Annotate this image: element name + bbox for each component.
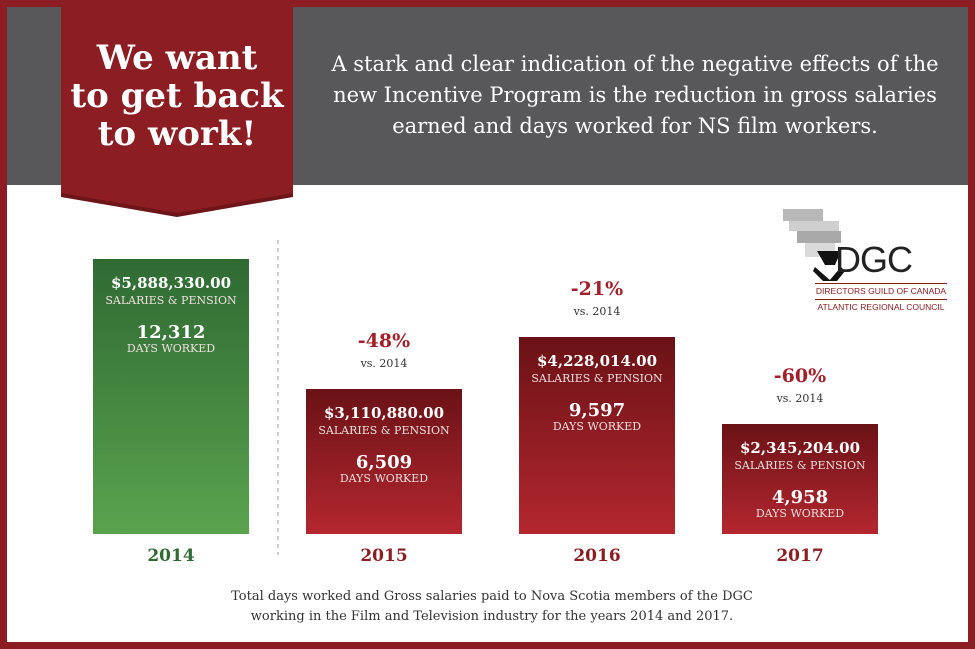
- change-ref-2016: vs. 2014: [573, 305, 621, 318]
- change-label-2017: -60%: [774, 365, 826, 387]
- change-label-2015: -48%: [358, 330, 410, 352]
- bar-2014: [93, 259, 249, 534]
- salary-label-2017: $2,345,204.00: [740, 439, 860, 457]
- intro-text: A stark and clear indication of the nega…: [331, 52, 939, 138]
- banner-shape: [61, 7, 293, 217]
- days-caption-2016: DAYS WORKED: [553, 420, 641, 433]
- days-caption-2015: DAYS WORKED: [340, 472, 428, 485]
- salaries-caption-2015: SALARIES & PENSION: [318, 424, 450, 437]
- salaries-caption-2014: SALARIES & PENSION: [105, 294, 237, 307]
- headline-banner: We want to get back to work!: [61, 7, 293, 217]
- banner-headline: We want to get back to work!: [61, 39, 293, 153]
- logo-name: DGC: [835, 239, 913, 280]
- change-label-2016: -21%: [571, 278, 623, 300]
- days-label-2015: 6,509: [356, 452, 412, 473]
- salaries-caption-2017: SALARIES & PENSION: [734, 459, 866, 472]
- bar-2015: [306, 389, 462, 534]
- days-caption-2014: DAYS WORKED: [127, 342, 215, 355]
- banner-line-1: We want: [96, 38, 258, 78]
- salary-label-2014: $5,888,330.00: [111, 274, 231, 292]
- bar-2016: [519, 337, 675, 534]
- year-label-2016: 2016: [573, 546, 620, 566]
- days-label-2017: 4,958: [772, 487, 828, 508]
- year-label-2017: 2017: [776, 546, 823, 566]
- change-ref-2017: vs. 2014: [776, 392, 824, 405]
- banner-line-3: to work!: [97, 114, 257, 154]
- change-ref-2015: vs. 2014: [360, 357, 408, 370]
- salary-label-2016: $4,228,014.00: [537, 352, 657, 370]
- days-label-2016: 9,597: [569, 400, 625, 421]
- chart-caption: Total days worked and Gross salaries pai…: [231, 589, 753, 624]
- year-label-2015: 2015: [360, 546, 407, 566]
- logo-subtitle-1: DIRECTORS GUILD OF CANADA: [815, 283, 947, 296]
- days-caption-2017: DAYS WORKED: [756, 507, 844, 520]
- logo-subtitle-2: ATLANTIC REGIONAL COUNCIL: [815, 299, 947, 312]
- days-label-2014: 12,312: [137, 322, 206, 343]
- year-label-2014: 2014: [147, 546, 194, 566]
- salaries-caption-2016: SALARIES & PENSION: [531, 372, 663, 385]
- bar-2017: [722, 424, 878, 534]
- clapper-icon: [783, 209, 845, 281]
- banner-line-2: to get back: [70, 76, 284, 116]
- dgc-logo: DGC DIRECTORS GUILD OF CANADA ATLANTIC R…: [777, 205, 947, 315]
- salary-label-2015: $3,110,880.00: [324, 404, 444, 422]
